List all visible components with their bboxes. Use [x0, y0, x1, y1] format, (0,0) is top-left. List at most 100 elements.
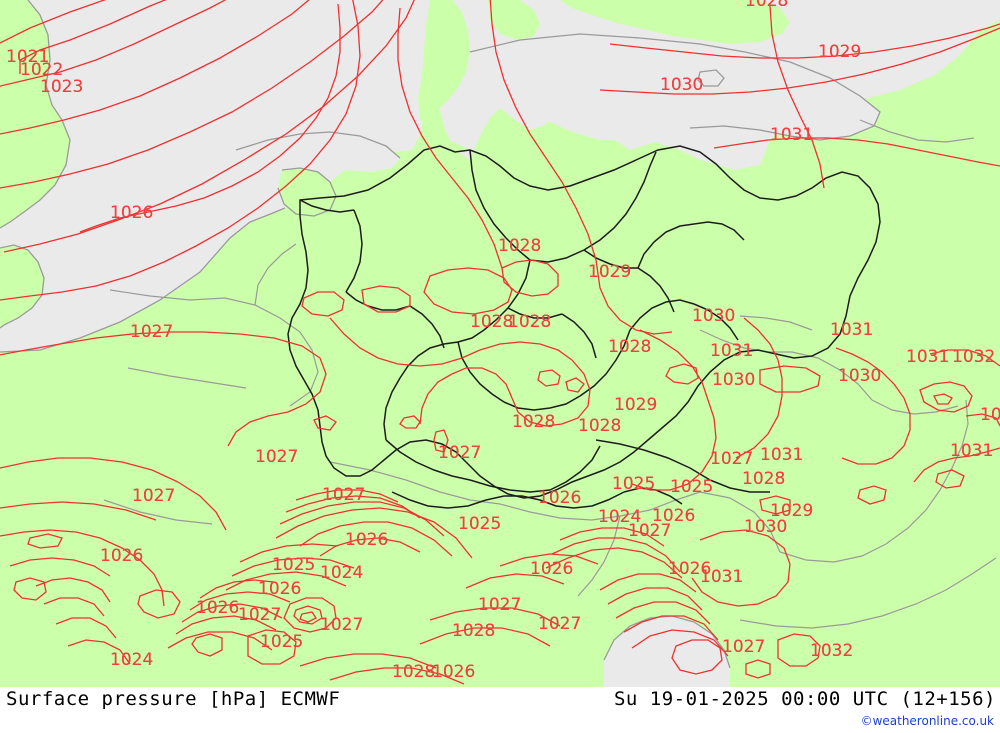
isobar-label-halo: 1027 — [478, 595, 521, 615]
pressure-map[interactable]: 1021 1021 1022 1022 1023 1023 1026 1026 1027 1027… — [0, 0, 1000, 687]
isobar-label-halo: 1028 — [742, 469, 785, 489]
isobar-label: 1031 — [760, 445, 803, 465]
land-west-edge — [0, 0, 70, 228]
isobar-label: 1028 — [470, 312, 513, 332]
isobar-label-halo: 1031 — [710, 341, 753, 361]
isobar-layer — [0, 0, 1000, 685]
valid-datetime: Su 19-01-2025 00:00 UTC (12+156) — [613, 688, 996, 710]
isobar-label-halo: 1029 — [818, 42, 861, 62]
sea-northsea-inlet — [236, 132, 400, 172]
isobar-label-halo: 1028 — [608, 337, 651, 357]
isobar-label: 1023 — [40, 77, 83, 97]
isobar-label-halo: 1021 — [6, 47, 49, 67]
isobar-label-halo: 1027 — [238, 605, 281, 625]
isobar-label: 1031 — [710, 341, 753, 361]
isobar-label: 1027 — [130, 322, 173, 342]
isobar-label: 1028 — [578, 416, 621, 436]
isobar-label: 1025 — [260, 632, 303, 652]
isobar-label: 1028 — [608, 337, 651, 357]
isobar-label-halo: 1028 — [498, 236, 541, 256]
isobar-label: 1022 — [20, 60, 63, 80]
isobar-label: 1026 — [196, 598, 239, 618]
isobar-label-halo: 1030 — [744, 517, 787, 537]
isobar-label-halo: 1029 — [588, 262, 631, 282]
isobar-label: 1024 — [110, 650, 153, 670]
isobar-label: 1030 — [744, 517, 787, 537]
isobar-label: 1028 — [452, 621, 495, 641]
isobar-label-halo: 1026 — [110, 203, 153, 223]
isobar-label-halo: 1030 — [712, 370, 755, 390]
land-scandinavia — [560, 0, 790, 44]
isobar-label: 1027 — [255, 447, 298, 467]
isobar-label-halo: 1027 — [255, 447, 298, 467]
isobar-label: 1027 — [710, 449, 753, 469]
isobar-label-halo: 1026 — [530, 559, 573, 579]
isobar-label: 1029 — [614, 395, 657, 415]
isobar-label-halo: 1025 — [612, 474, 655, 494]
isobar-label-halo: 1024 — [598, 507, 641, 527]
isobar-label-halo: 1026 — [432, 662, 475, 682]
isobar-label: 1027 — [322, 485, 365, 505]
isobar-label: 1028 — [742, 469, 785, 489]
isobar-label: 1028 — [745, 0, 788, 11]
isobar-label: 1032 — [952, 347, 995, 367]
isobar-label-halo: 1028 — [508, 312, 551, 332]
isobar-label-halo: 1026 — [668, 559, 711, 579]
isobar-label-halo: 1032 — [810, 641, 853, 661]
isobar-label: 1032 — [810, 641, 853, 661]
isobar-label: 1027 — [132, 486, 175, 506]
map-canvas[interactable]: 1021102110221022102310231026102610271027… — [0, 0, 1000, 687]
isobar-label: 1031 — [906, 347, 949, 367]
isobar-label: 1027 — [722, 637, 765, 657]
isobar-label: 1025 — [458, 514, 501, 534]
isobar-label-halo: 1025 — [272, 555, 315, 575]
isobar-label: 1027 — [478, 595, 521, 615]
isobar-label-halo: 1026 — [258, 579, 301, 599]
isobar-label: 1025 — [612, 474, 655, 494]
land-denmark-isl — [488, 0, 540, 40]
isobar-label: 1026 — [345, 530, 388, 550]
isobar-label-halo: 1028 — [512, 412, 555, 432]
isobar-label-halo: 1022 — [20, 60, 63, 80]
isobar-label: 1028 — [498, 236, 541, 256]
isobar-label-halo: 1024 — [110, 650, 153, 670]
isobar-label-halo: 1027 — [322, 485, 365, 505]
isobar-label: 1026 — [530, 559, 573, 579]
isobar-label-halo: 1026 — [196, 598, 239, 618]
isobar-label: 1030 — [692, 306, 735, 326]
isobar-label: 1026 — [258, 579, 301, 599]
isobar-label: 1024 — [598, 507, 641, 527]
map-footer: Surface pressure [hPa] ECMWF Su 19-01-20… — [0, 687, 1000, 733]
isobar-label-halo: 1030 — [838, 366, 881, 386]
isobar-label-halo: 1027 — [130, 322, 173, 342]
isobar-label: 1028 — [392, 662, 435, 682]
isobar-label: 1030 — [980, 405, 1000, 425]
isobar-label: 1026 — [538, 488, 581, 508]
land-continent — [0, 20, 1000, 687]
isobar-label: 1025 — [670, 477, 713, 497]
isobar-label-halo: 1028 — [470, 312, 513, 332]
isobar-label-halo: 1028 — [392, 662, 435, 682]
isobar-label: 1031 — [700, 567, 743, 587]
isobar-label-halo: 1027 — [320, 615, 363, 635]
isobar-label: 1026 — [668, 559, 711, 579]
isobar-label-halo: 1023 — [40, 77, 83, 97]
isobar-label-halo: 1028 — [578, 416, 621, 436]
land-jutland — [418, 0, 470, 152]
isobar-label-halo: 1030 — [980, 405, 1000, 425]
isobar-label-halo: 1027 — [722, 637, 765, 657]
isobar-label-halo: 1031 — [906, 347, 949, 367]
copyright-notice[interactable]: ©weatheronline.co.uk — [860, 714, 994, 728]
land-west-lower — [0, 245, 44, 328]
isobar-label-halo: 1026 — [345, 530, 388, 550]
isobar-label-halo: 1031 — [760, 445, 803, 465]
isobar-label: 1027 — [628, 521, 671, 541]
isobar-label: 1029 — [770, 501, 813, 521]
isobar-label-halo: 1030 — [660, 75, 703, 95]
isobar-label: 1021 — [6, 47, 49, 67]
isobar-label: 1030 — [712, 370, 755, 390]
isobar-label-halo: 1026 — [538, 488, 581, 508]
isobar-label: 1024 — [320, 563, 363, 583]
isobar-label-halo: 1025 — [260, 632, 303, 652]
